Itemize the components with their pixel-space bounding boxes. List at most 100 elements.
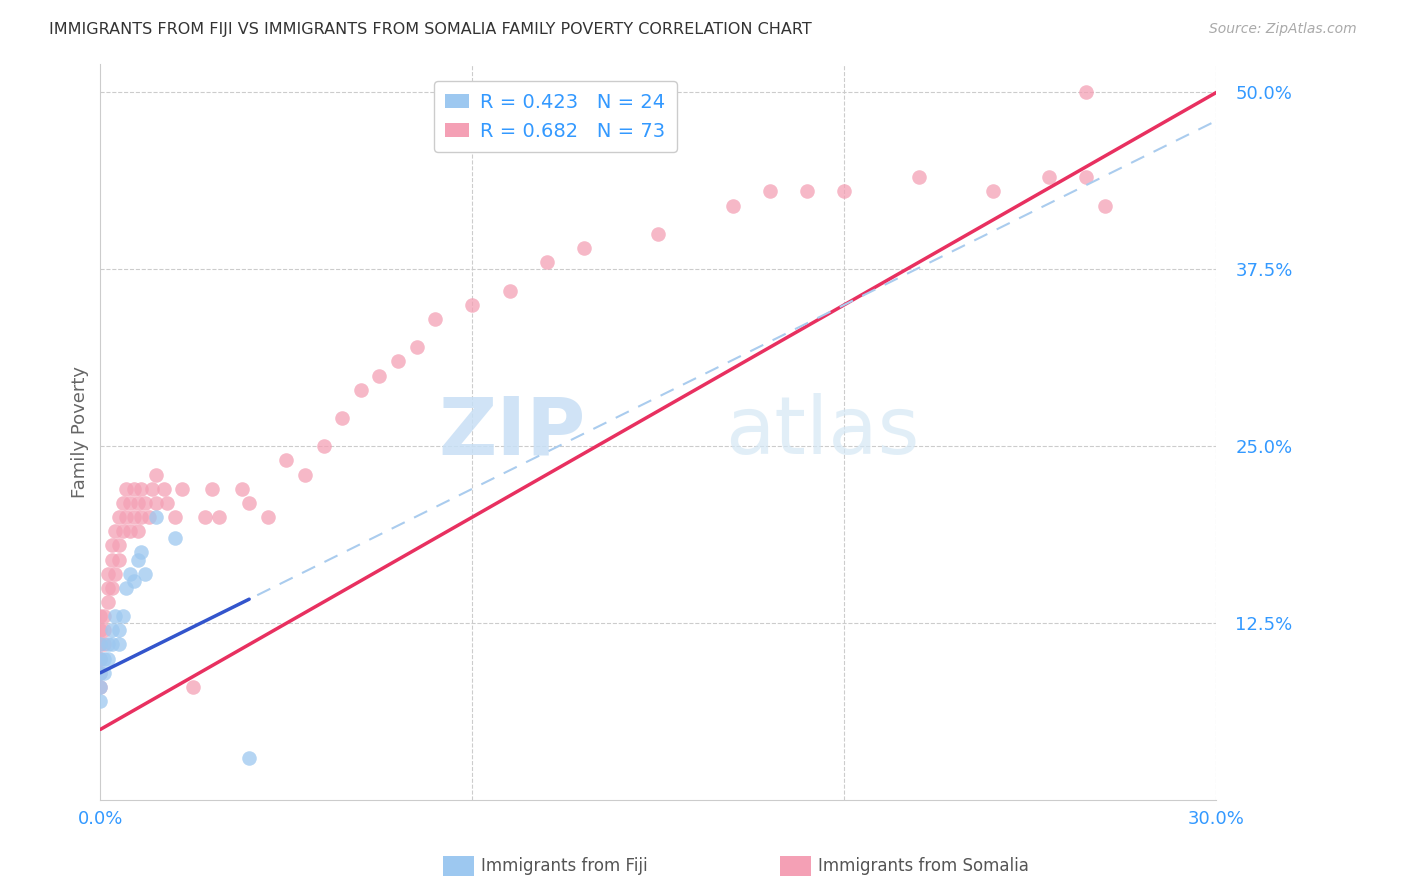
Point — [89, 651, 111, 665]
Text: Immigrants from Somalia: Immigrants from Somalia — [818, 857, 1029, 875]
Point — [536, 255, 558, 269]
Point — [1076, 86, 1098, 100]
Point — [97, 595, 120, 609]
Legend: R = 0.423   N = 24, R = 0.682   N = 73: R = 0.423 N = 24, R = 0.682 N = 73 — [433, 81, 678, 153]
Text: ZIP: ZIP — [439, 393, 586, 471]
Point — [163, 531, 186, 545]
Point — [97, 581, 120, 595]
Point — [129, 510, 152, 524]
Point — [100, 581, 122, 595]
Point — [120, 524, 142, 539]
Point — [129, 482, 152, 496]
Point — [115, 581, 138, 595]
Point — [122, 482, 145, 496]
Point — [108, 638, 131, 652]
Point — [100, 638, 122, 652]
Point — [981, 185, 1004, 199]
Point — [138, 510, 160, 524]
Point — [208, 510, 231, 524]
Point — [231, 482, 253, 496]
Point — [104, 524, 127, 539]
Point — [276, 453, 298, 467]
Point — [89, 651, 111, 665]
Point — [172, 482, 194, 496]
Point — [721, 199, 744, 213]
Point — [238, 750, 260, 764]
Point — [89, 624, 111, 638]
Point — [796, 185, 818, 199]
Text: atlas: atlas — [725, 393, 920, 471]
Point — [145, 496, 167, 510]
Point — [100, 538, 122, 552]
Point — [89, 680, 111, 694]
Y-axis label: Family Poverty: Family Poverty — [72, 366, 89, 498]
Point — [330, 411, 353, 425]
Point — [122, 510, 145, 524]
Point — [183, 680, 205, 694]
Point — [129, 545, 152, 559]
Point — [163, 510, 186, 524]
Point — [100, 552, 122, 566]
Point — [387, 354, 409, 368]
Point — [120, 566, 142, 581]
Point — [89, 609, 111, 624]
Point — [834, 185, 856, 199]
Point — [93, 665, 115, 680]
Point — [122, 574, 145, 588]
Point — [89, 665, 111, 680]
Point — [647, 227, 669, 241]
Point — [156, 496, 179, 510]
Point — [256, 510, 278, 524]
Point — [104, 609, 127, 624]
Point — [111, 524, 134, 539]
Text: Immigrants from Fiji: Immigrants from Fiji — [481, 857, 648, 875]
Point — [1094, 199, 1116, 213]
Text: Source: ZipAtlas.com: Source: ZipAtlas.com — [1209, 22, 1357, 37]
Point — [93, 609, 115, 624]
Point — [89, 638, 111, 652]
Point — [120, 496, 142, 510]
Point — [1038, 170, 1060, 185]
Point — [312, 439, 335, 453]
Text: IMMIGRANTS FROM FIJI VS IMMIGRANTS FROM SOMALIA FAMILY POVERTY CORRELATION CHART: IMMIGRANTS FROM FIJI VS IMMIGRANTS FROM … — [49, 22, 811, 37]
Point — [97, 566, 120, 581]
Point — [238, 496, 260, 510]
Point — [89, 680, 111, 694]
Point — [111, 496, 134, 510]
Point — [152, 482, 174, 496]
Point — [89, 638, 111, 652]
Point — [104, 566, 127, 581]
Point — [127, 524, 149, 539]
Point — [759, 185, 782, 199]
Point — [127, 552, 149, 566]
Point — [294, 467, 316, 482]
Point — [193, 510, 215, 524]
Point — [93, 624, 115, 638]
Point — [368, 368, 391, 383]
Point — [145, 510, 167, 524]
Point — [100, 624, 122, 638]
Point — [1076, 170, 1098, 185]
Point — [108, 624, 131, 638]
Point — [145, 467, 167, 482]
Point — [89, 651, 111, 665]
Point — [97, 651, 120, 665]
Point — [141, 482, 163, 496]
Point — [134, 566, 156, 581]
Point — [108, 538, 131, 552]
Point — [93, 651, 115, 665]
Point — [115, 510, 138, 524]
Point — [134, 496, 156, 510]
Point — [405, 340, 427, 354]
Point — [108, 552, 131, 566]
Point — [108, 510, 131, 524]
Point — [461, 298, 484, 312]
Point — [97, 638, 120, 652]
Point — [498, 284, 520, 298]
Point — [115, 482, 138, 496]
Point — [127, 496, 149, 510]
Point — [201, 482, 224, 496]
Point — [908, 170, 931, 185]
Point — [111, 609, 134, 624]
Point — [93, 638, 115, 652]
